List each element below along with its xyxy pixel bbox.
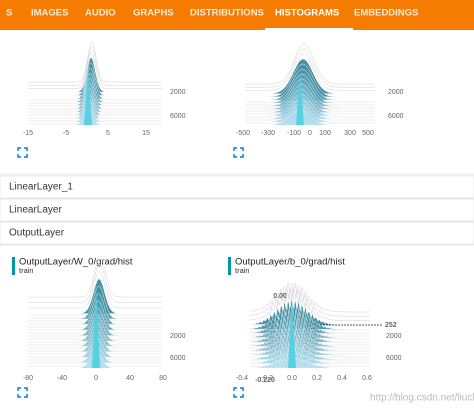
nav-tab[interactable]: AUDIO [85,8,116,19]
histogram-ridge [249,355,370,369]
annotation: 252 [385,322,397,329]
x-tick-label: -5 [63,130,69,137]
x-tick-label: 0 [308,130,312,137]
x-tick-label: -40 [57,375,67,382]
histogram-ridge [245,88,375,113]
x-tick-label: 0.4 [337,375,347,382]
group-row[interactable] [0,175,474,199]
top-card [0,30,474,173]
x-tick-label: 0.0 [287,375,297,382]
y-tick-label: 6000 [388,113,404,120]
histogram-ridge [245,48,375,88]
histogram-ridge [28,271,162,309]
histogram-spike [92,285,100,368]
x-tick-label: 15 [142,130,150,137]
histogram-ridge [28,256,162,298]
y-tick-label: 6000 [170,113,186,120]
histogram-ridge [28,264,162,303]
nav-tab[interactable]: S [6,8,12,19]
y-tick-label: 2000 [388,89,404,96]
y-tick-label: 2000 [170,89,186,96]
chart-title: OutputLayer/b_0/grad/hist [235,257,345,268]
nav-tab[interactable]: GRAPHS [133,8,174,19]
x-tick-label: 500 [362,130,374,137]
group-name: OutputLayer [9,228,65,239]
run-color-bar [12,257,15,275]
histogram-spike [296,72,304,125]
histogram-ridge [245,53,375,91]
x-tick-label: -0.2 [261,375,273,382]
watermark: http://blog.csdn.net/liuchonge [370,393,474,404]
x-tick-label: 40 [126,375,134,382]
x-tick-label: 100 [319,130,331,137]
y-tick-label: 2000 [386,333,402,340]
x-tick-label: 80 [159,375,167,382]
chart-title: OutputLayer/W_0/grad/hist [19,257,133,268]
nav-tab[interactable]: HISTOGRAMS [275,8,339,19]
x-tick-label: -300 [261,130,275,137]
histogram-ridge [249,292,370,321]
group-row[interactable] [0,221,474,245]
histogram-ridge [28,41,162,83]
histogram-ridge [28,46,162,86]
x-tick-label: 0.6 [362,375,372,382]
active-tab-underline [265,28,353,30]
expand-button[interactable] [17,387,28,398]
x-tick-label: -80 [23,375,33,382]
x-tick-label: 0 [94,375,98,382]
expand-button[interactable] [233,147,244,158]
histogram-ridge [28,67,162,99]
histogram-ridge [28,52,162,89]
run-name: train [235,266,250,275]
annotation: -0.220 [255,377,275,384]
x-tick-label: -500 [236,130,250,137]
histogram-spike [288,300,296,368]
y-tick-label: 2000 [170,333,186,340]
histogram-ridge [28,62,162,96]
histogram-ridge [245,98,375,119]
expand-button[interactable] [17,147,28,158]
y-tick-label: 6000 [386,355,402,362]
x-tick-label: -15 [23,130,33,137]
x-tick-label: 5 [106,130,110,137]
group-name: LinearLayer [9,205,62,216]
bottom-card [0,246,474,410]
histogram-ridge [28,72,162,103]
annotation: 0.00 [273,293,287,300]
histogram-ridge [249,344,370,360]
x-tick-label: -0.4 [236,375,248,382]
nav-tab[interactable]: IMAGES [31,8,68,19]
nav-tab[interactable]: DISTRIBUTIONS [190,8,264,19]
y-tick-label: 6000 [170,355,186,362]
x-tick-label: -100 [287,130,301,137]
group-name: LinearLayer_1 [9,182,73,193]
run-name: train [19,266,34,275]
nav-tab[interactable]: EMBEDDINGS [354,8,418,19]
x-tick-label: 0.2 [312,375,322,382]
group-row[interactable] [0,198,474,222]
histogram-ridge [245,43,375,85]
histogram-ridge [249,282,370,313]
expand-button[interactable] [233,387,244,398]
x-tick-label: 300 [344,130,356,137]
run-color-bar [228,257,231,275]
histogram-spike [84,70,92,125]
nav-bar [0,0,474,30]
